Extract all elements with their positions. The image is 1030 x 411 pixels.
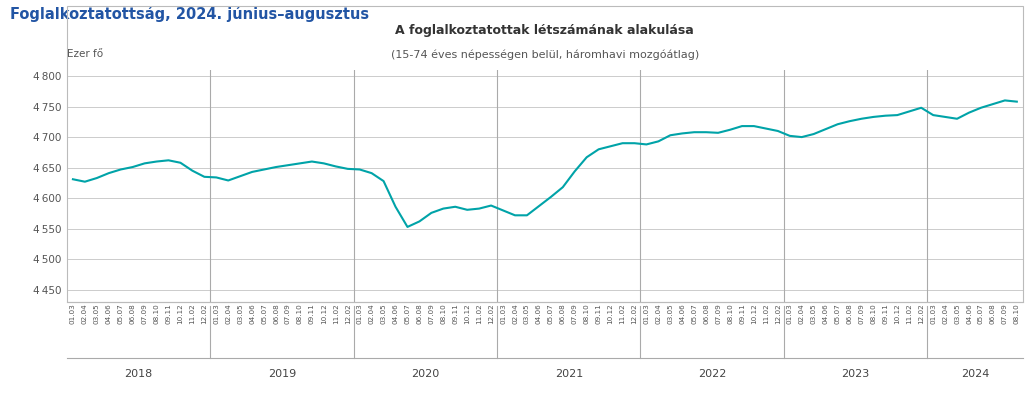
Text: (15-74 éves népességen belül, háromhavi mozgóátlag): (15-74 éves népességen belül, háromhavi …: [390, 49, 699, 60]
Text: 2020: 2020: [411, 369, 440, 379]
Text: 2024: 2024: [961, 369, 989, 379]
Text: 2019: 2019: [268, 369, 297, 379]
Text: 2018: 2018: [125, 369, 152, 379]
Text: A foglalkoztatottak létszámának alakulása: A foglalkoztatottak létszámának alakulás…: [396, 24, 694, 37]
Text: 2022: 2022: [698, 369, 726, 379]
Text: Ezer fő: Ezer fő: [67, 49, 103, 60]
Text: Foglalkoztatottság, 2024. június–augusztus: Foglalkoztatottság, 2024. június–auguszt…: [10, 6, 370, 22]
Text: 2021: 2021: [554, 369, 583, 379]
Text: 2023: 2023: [842, 369, 869, 379]
